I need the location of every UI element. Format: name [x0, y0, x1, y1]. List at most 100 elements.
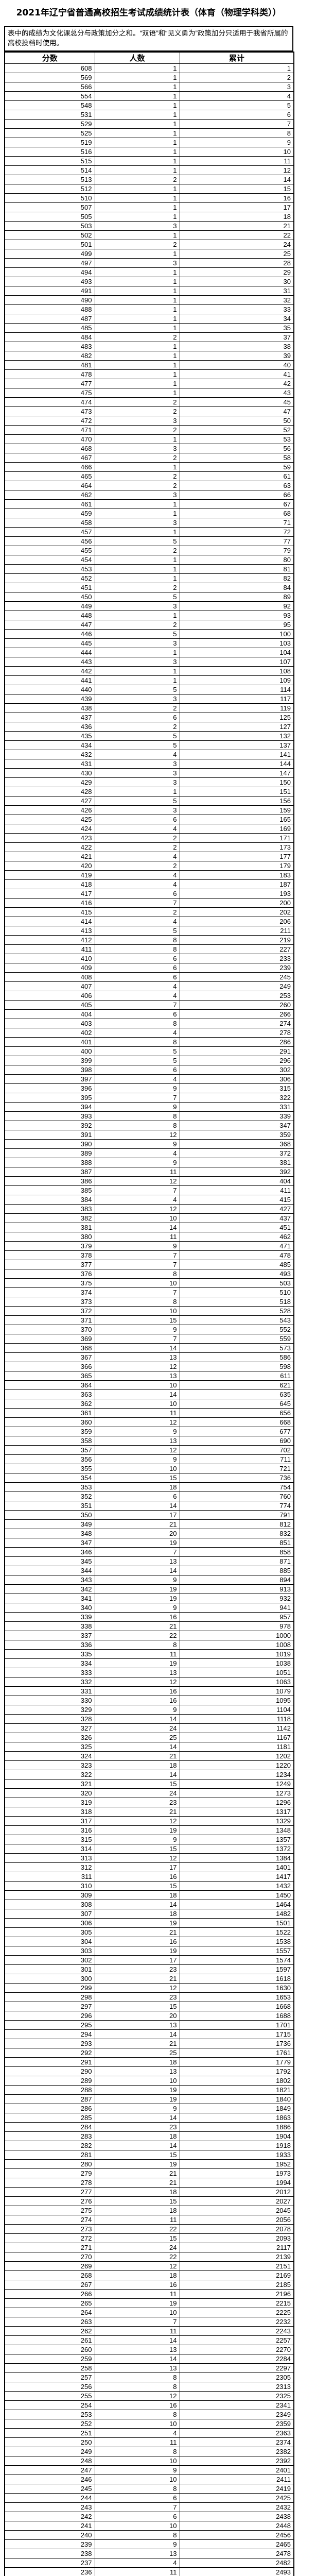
cumulative-cell: 103 [179, 638, 294, 648]
count-cell: 9 [94, 1575, 180, 1585]
table-row: 337 22 1000 [4, 1631, 294, 1640]
table-row: 371 15 543 [4, 1315, 294, 1325]
count-cell: 4 [94, 1074, 180, 1084]
table-row: 376 8 493 [4, 1269, 294, 1279]
table-row: 289 10 1802 [4, 2076, 294, 2086]
cumulative-cell: 2313 [179, 2382, 294, 2392]
score-cell: 416 [4, 898, 95, 908]
table-row: 566 1 3 [4, 82, 294, 92]
table-row: 355 10 721 [4, 1464, 294, 1473]
count-cell: 12 [94, 1204, 180, 1214]
cumulative-cell: 227 [179, 944, 294, 954]
score-cell: 273 [4, 2224, 95, 2234]
cumulative-cell: 1886 [179, 2122, 294, 2132]
count-cell: 5 [94, 685, 180, 694]
cumulative-cell: 11 [179, 156, 294, 166]
table-row: 411 8 227 [4, 944, 294, 954]
cumulative-cell: 1019 [179, 1649, 294, 1659]
count-cell: 8 [94, 2484, 180, 2494]
count-cell: 9 [94, 1158, 180, 1167]
score-cell: 384 [4, 1195, 95, 1205]
cumulative-cell: 15 [179, 184, 294, 194]
score-cell: 349 [4, 1519, 95, 1529]
score-cell: 513 [4, 175, 95, 184]
score-cell: 411 [4, 944, 95, 954]
table-row: 424 4 169 [4, 824, 294, 834]
table-row: 405 7 260 [4, 1000, 294, 1010]
count-cell: 5 [94, 1056, 180, 1065]
count-cell: 19 [94, 2159, 180, 2169]
table-row: 447 2 95 [4, 620, 294, 630]
score-cell: 296 [4, 2011, 95, 2021]
cumulative-cell: 2117 [179, 2243, 294, 2252]
table-row: 293 21 1736 [4, 2039, 294, 2048]
cumulative-cell: 462 [179, 1232, 294, 1242]
score-cell: 311 [4, 1872, 95, 1882]
cumulative-cell: 322 [179, 1093, 294, 1103]
score-cell: 345 [4, 1556, 95, 1566]
table-row: 316 19 1348 [4, 1825, 294, 1835]
cumulative-cell: 415 [179, 1195, 294, 1205]
score-cell: 441 [4, 675, 95, 685]
cumulative-cell: 109 [179, 675, 294, 685]
table-row: 448 1 93 [4, 611, 294, 620]
count-cell: 3 [94, 657, 180, 667]
table-row: 311 16 1417 [4, 1872, 294, 1882]
table-row: 373 8 518 [4, 1297, 294, 1307]
score-cell: 323 [4, 1760, 95, 1770]
cumulative-cell: 2196 [179, 2289, 294, 2299]
count-cell: 7 [94, 1334, 180, 1344]
cumulative-cell: 1840 [179, 2094, 294, 2104]
table-row: 499 1 25 [4, 249, 294, 259]
cumulative-cell: 559 [179, 1334, 294, 1344]
table-row: 380 11 462 [4, 1232, 294, 1242]
table-row: 379 9 471 [4, 1241, 294, 1251]
score-cell: 417 [4, 889, 95, 899]
table-row: 415 2 202 [4, 907, 294, 917]
count-cell: 8 [94, 944, 180, 954]
count-cell: 1 [94, 555, 180, 565]
cumulative-cell: 2448 [179, 2521, 294, 2531]
count-cell: 8 [94, 1269, 180, 1279]
cumulative-cell: 12 [179, 165, 294, 175]
count-cell: 2 [94, 425, 180, 435]
cumulative-cell: 1538 [179, 1937, 294, 1946]
score-cell: 438 [4, 703, 95, 713]
score-cell: 440 [4, 685, 95, 694]
count-cell: 19 [94, 1584, 180, 1594]
count-cell: 15 [94, 2002, 180, 2011]
notice-text: 表中的成绩为文化课总分与政策加分之和。“双语”和“见义勇为”政策加分只适用于我省… [8, 29, 288, 47]
cumulative-cell: 93 [179, 611, 294, 620]
cumulative-cell: 1432 [179, 1881, 294, 1891]
cumulative-cell: 598 [179, 1362, 294, 1371]
count-cell: 9 [94, 1427, 180, 1436]
cumulative-cell: 2382 [179, 2447, 294, 2456]
table-row: 346 7 858 [4, 1547, 294, 1557]
cumulative-cell: 107 [179, 657, 294, 667]
score-cell: 337 [4, 1631, 95, 1640]
count-cell: 21 [94, 1751, 180, 1761]
score-cell: 270 [4, 2252, 95, 2262]
count-cell: 19 [94, 2094, 180, 2104]
page: 2021年辽宁省普通高校招生考试成绩统计表（体育（物理学科类）） 表中的成绩为文… [0, 7, 316, 2576]
table-row: 406 4 253 [4, 991, 294, 1001]
cumulative-cell: 677 [179, 1427, 294, 1436]
score-cell: 462 [4, 490, 95, 500]
score-cell: 281 [4, 2150, 95, 2160]
header-row: 分数 人数 累计 [4, 52, 294, 64]
table-row: 360 12 668 [4, 1417, 294, 1427]
cumulative-cell: 1918 [179, 2141, 294, 2150]
cumulative-cell: 1450 [179, 1890, 294, 1900]
count-cell: 15 [94, 2233, 180, 2243]
score-cell: 348 [4, 1529, 95, 1538]
table-row: 294 14 1715 [4, 2029, 294, 2039]
count-cell: 3 [94, 805, 180, 815]
cumulative-cell: 1522 [179, 1927, 294, 1937]
table-row: 339 16 957 [4, 1612, 294, 1622]
cumulative-cell: 245 [179, 972, 294, 982]
count-cell: 6 [94, 2493, 180, 2503]
cumulative-cell: 1 [179, 63, 294, 73]
score-cell: 413 [4, 926, 95, 936]
table-row: 434 5 137 [4, 740, 294, 750]
score-cell: 295 [4, 2020, 95, 2030]
